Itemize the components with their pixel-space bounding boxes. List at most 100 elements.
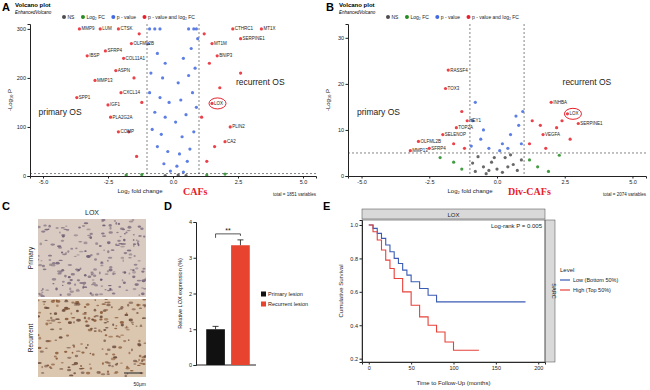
legend: Primary lesionRecurrent lesion	[261, 291, 308, 307]
point	[474, 170, 477, 173]
cell-texture	[101, 331, 103, 333]
cell-texture	[138, 340, 141, 343]
cell-texture	[80, 267, 82, 270]
tick: 3	[189, 255, 196, 261]
cell-texture	[38, 347, 41, 349]
cell-texture	[61, 252, 63, 254]
legend-item: Log₂ FC	[81, 14, 105, 20]
gene-label: OLFML2B	[420, 139, 441, 144]
cell-texture	[73, 346, 75, 348]
tick: 0	[23, 173, 30, 179]
cell-texture	[51, 319, 56, 321]
cell-texture	[57, 272, 61, 274]
cell-texture	[75, 247, 77, 249]
gene-label: CA2	[227, 139, 236, 144]
cell-texture	[90, 271, 93, 273]
panel-letter: B	[326, 1, 334, 13]
cell-texture	[46, 320, 51, 322]
legend-label: NS	[68, 14, 76, 20]
point	[182, 57, 185, 60]
cell-texture	[142, 279, 146, 282]
cell-texture	[124, 314, 128, 316]
cell-texture	[66, 334, 69, 336]
legend-item: NS	[386, 14, 399, 20]
point	[501, 171, 504, 174]
cell-texture	[83, 286, 87, 288]
point	[151, 128, 154, 131]
legend: LevelLow (Bottom 50%)High (Top 50%)	[560, 267, 618, 293]
point	[471, 162, 474, 165]
tick: 20	[338, 81, 348, 87]
cell-texture	[38, 347, 42, 349]
cell-texture	[92, 279, 95, 281]
cell-texture	[114, 317, 118, 318]
cell-texture	[118, 223, 120, 225]
cell-texture	[121, 324, 124, 327]
tick-mark	[28, 29, 31, 30]
cell-texture	[124, 233, 126, 235]
cell-texture	[99, 293, 103, 295]
cell-texture	[45, 289, 49, 290]
cell-texture	[95, 294, 99, 296]
tick-mark	[360, 225, 363, 226]
cell-texture	[90, 292, 92, 294]
cell-texture	[38, 362, 42, 364]
cell-texture	[143, 235, 145, 237]
tick: 100	[17, 124, 30, 130]
point	[179, 98, 182, 101]
gene-label: LOX	[214, 101, 223, 106]
cell-texture	[128, 226, 132, 229]
cell-texture	[142, 317, 146, 319]
cell-texture	[56, 300, 61, 303]
cell-texture	[137, 241, 140, 242]
tick-label: 0.8	[350, 256, 358, 262]
error-bar	[213, 326, 219, 329]
cell-texture	[71, 273, 75, 276]
scale-bar-label: 50μm	[133, 381, 146, 387]
cell-texture	[102, 219, 106, 221]
gene-label: HEY1	[469, 118, 481, 123]
cell-texture	[51, 364, 55, 366]
cell-texture	[54, 312, 57, 315]
cell-texture	[67, 357, 72, 359]
cell-texture	[133, 288, 137, 290]
cell-texture	[40, 351, 44, 353]
cell-texture	[107, 370, 109, 372]
cell-texture	[50, 317, 52, 320]
point	[194, 67, 197, 70]
legend-label: High (Top 50%)	[573, 287, 611, 293]
cell-texture	[71, 364, 75, 365]
cell-texture	[137, 280, 142, 282]
cell-texture	[97, 371, 100, 374]
legend-label: Primary lesion	[268, 291, 303, 297]
point	[174, 120, 177, 123]
cell-texture	[83, 283, 85, 286]
cell-texture	[87, 235, 91, 236]
tick: 2.5	[235, 176, 243, 185]
annotation: recurrent OS	[563, 77, 612, 87]
cell-texture	[101, 232, 105, 234]
cell-texture	[120, 306, 123, 309]
cell-texture	[54, 356, 57, 358]
cell-texture	[139, 355, 142, 358]
cell-texture	[101, 373, 106, 375]
point	[138, 32, 141, 35]
legend-label: Low (Bottom 50%)	[573, 277, 618, 283]
tick-label: 200	[17, 75, 26, 81]
cell-texture	[90, 367, 92, 369]
cell-texture	[101, 279, 103, 281]
cell-texture	[85, 324, 90, 327]
point	[460, 167, 463, 170]
cell-texture	[61, 234, 65, 237]
point	[506, 165, 509, 168]
cell-texture	[55, 262, 59, 265]
cell-texture	[48, 322, 52, 323]
cell-texture	[101, 285, 104, 286]
tick: 1	[189, 327, 196, 333]
point	[482, 165, 485, 168]
caption: CAFs	[183, 186, 208, 197]
y-axis-title: -Log₁₀ P	[325, 89, 331, 111]
cell-texture	[109, 227, 111, 230]
tick: 200	[17, 75, 30, 81]
cell-texture	[105, 353, 108, 355]
